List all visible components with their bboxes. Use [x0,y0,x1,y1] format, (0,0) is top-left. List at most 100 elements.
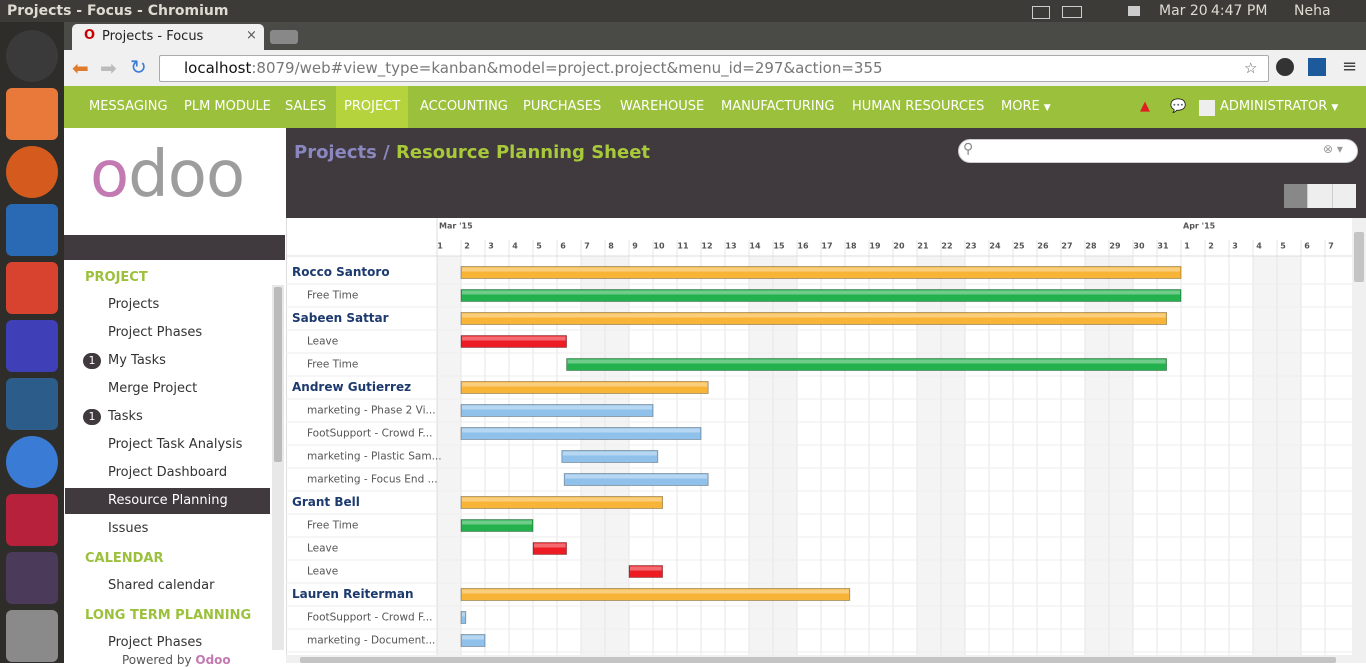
mail-icon[interactable] [1032,6,1050,19]
menu-item[interactable]: HUMAN RESOURCES [852,99,985,114]
menu-entry[interactable]: Merge Project [65,376,270,402]
day-label: 18 [845,242,857,251]
search-box[interactable]: ⚲ ⊗ ▾ [958,139,1358,163]
menu-item[interactable]: PURCHASES [523,99,602,114]
gantt-bar [561,450,659,463]
menu-label: Tasks [108,409,143,424]
launcher-icon[interactable] [6,88,58,140]
menu-section: CALENDAR [85,551,164,566]
alert-icon[interactable]: ▲ [1140,99,1150,114]
launcher-icon[interactable] [6,262,58,314]
launcher-icon[interactable] [6,494,58,546]
launcher-icon[interactable] [6,378,58,430]
breadcrumb-parent[interactable]: Projects [294,142,377,163]
menu-entry[interactable]: Project Dashboard [65,460,270,486]
menu-entry[interactable]: Resource Planning [65,488,270,514]
menu-entry[interactable]: Shared calendar [65,573,270,599]
menu-item[interactable]: MANUFACTURING [721,99,835,114]
new-tab[interactable] [270,30,298,44]
day-label: 19 [869,242,881,251]
menu-item[interactable]: PLM MODULE [184,99,271,114]
menu-entry[interactable]: Issues [65,516,270,542]
day-label: 9 [632,242,638,251]
kanban-view-button[interactable] [1307,184,1332,208]
bar-gloss [562,451,657,456]
logo[interactable]: odoo [90,138,245,212]
task-label: Leave [307,336,338,348]
menu-entry[interactable]: 1 My Tasks [65,348,270,374]
volume-icon[interactable] [1128,6,1140,16]
h-scroll-thumb [300,657,1336,663]
launcher [0,22,64,663]
menu-item[interactable]: SALES [285,99,327,114]
launcher-icon[interactable] [6,436,58,488]
menu-item[interactable]: WAREHOUSE [620,99,705,114]
chat-icon[interactable]: 💬 [1170,99,1187,114]
launcher-icon[interactable] [6,320,58,372]
day-label: 15 [773,242,785,251]
menu-more[interactable]: MORE ▼ [993,86,1059,128]
forward-button[interactable]: ➡ [100,56,117,80]
menu-item[interactable]: ACCOUNTING [420,99,508,114]
launcher-icon[interactable] [6,552,58,604]
gantt-bar [532,542,567,555]
user-menu[interactable]: ADMINISTRATOR ▼ [1212,86,1346,128]
day-label: 13 [725,242,736,251]
day-label: 6 [560,242,566,251]
menu-item[interactable]: PROJECT [336,86,409,128]
caret: ▼ [1331,103,1339,113]
menu-entry[interactable]: Projects [65,292,270,318]
gantt-view-button[interactable] [1284,184,1308,208]
address-bar[interactable]: localhost:8079/web#view_type=kanban&mode… [159,55,1269,82]
list-view-button[interactable] [1331,184,1356,208]
menu-entry[interactable]: 1 Tasks [65,404,270,430]
day-label: 29 [1109,242,1121,251]
url-path: :8079/web#view_type=kanban&model=project… [251,59,883,77]
menu-item[interactable]: MESSAGING [89,99,168,114]
task-label: Leave [307,543,338,555]
day-label: 7 [584,242,590,251]
bar-gloss [462,405,652,410]
day-label: 31 [1157,242,1169,251]
group-label: Rocco Santoro [292,265,390,279]
gantt-bar [460,335,567,348]
bar-gloss [462,612,465,617]
launcher-icon[interactable] [6,610,58,662]
v-scrollbar [1352,218,1366,663]
task-label: marketing - Plastic Sam... [307,451,442,463]
window-title: Projects - Focus - Chromium [7,3,229,19]
task-label: Free Time [307,520,358,532]
gantt-bar [628,565,663,578]
day-label: 20 [893,242,905,251]
bar-gloss [462,313,1166,318]
extension-icon[interactable] [1308,58,1326,76]
menu-button[interactable]: ≡ [1342,56,1358,77]
launcher-icon[interactable] [6,146,58,198]
breadcrumb: Projects / Resource Planning Sheet [294,142,650,163]
menu-section: LONG TERM PLANNING [85,608,252,623]
user-name[interactable]: Neha [1294,3,1331,19]
back-button[interactable]: ⬅ [72,56,89,80]
battery-icon[interactable] [1062,6,1082,18]
group-label: Lauren Reiterman [292,587,414,601]
day-label: 24 [989,242,1001,251]
browser-tab[interactable]: O Projects - Focus × [72,24,264,50]
menu-entry[interactable]: Project Phases [65,320,270,346]
brand[interactable]: Odoo [195,653,231,667]
reload-button[interactable]: ↻ [130,55,147,79]
launcher-icon[interactable] [6,204,58,256]
gantt-bar [460,289,1182,302]
day-label: 8 [608,242,614,251]
menu-entry[interactable]: Project Task Analysis [65,432,270,458]
avatar[interactable] [1199,100,1215,116]
group-label: Sabeen Sattar [292,311,389,325]
bar-gloss [630,566,662,571]
breadcrumb-separator: / [383,142,390,163]
extension-icon[interactable] [1276,58,1294,76]
gantt-bar [460,312,1167,325]
menu-label: My Tasks [108,353,166,368]
launcher-icon[interactable] [6,30,58,82]
menu-entry[interactable]: Project Phases [65,630,270,656]
url-host: localhost [184,59,252,77]
menu-section: PROJECT [85,270,148,285]
